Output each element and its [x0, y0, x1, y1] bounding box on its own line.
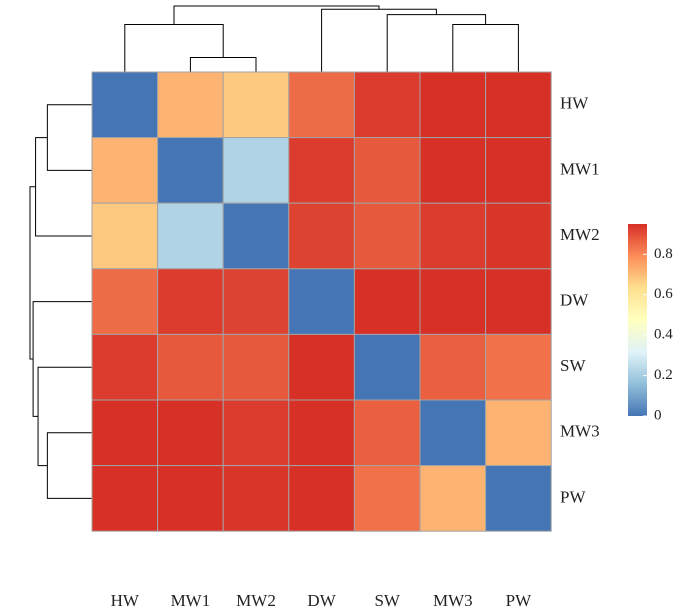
row-dendrogram — [29, 104, 92, 499]
heatmap-cell-SW-PW — [485, 333, 552, 401]
row-label-PW: PW — [560, 487, 586, 506]
column-dendrogram-branch-1 — [124, 23, 224, 72]
heatmap-cell-HW-PW — [485, 71, 552, 139]
heatmap-cell-MW3-MW2 — [222, 399, 290, 467]
row-dendrogram-branch-2 — [46, 432, 92, 499]
heatmap-cell-DW-DW — [288, 268, 355, 335]
column-dendrogram-branch-5 — [173, 5, 380, 25]
colorbar-ticks: 0 0.2 0.4 0.6 0.8 — [643, 246, 673, 423]
column-label-MW2: MW2 — [236, 591, 276, 610]
row-dendrogram-branch-4 — [32, 301, 92, 417]
row-label-MW3: MW3 — [560, 422, 600, 441]
heatmap-cell-PW-MW1 — [157, 465, 224, 532]
row-label-MW2: MW2 — [560, 225, 600, 244]
column-label-HW: HW — [111, 591, 140, 610]
row-dendrogram-branch-0 — [46, 104, 92, 171]
colorbar-tick-label: 0.2 — [654, 367, 673, 383]
column-labels: HW MW1 MW2 DW SW MW3 PW — [111, 591, 532, 610]
row-dendrogram-branch-1 — [35, 137, 92, 237]
colorbar-gradient — [628, 224, 647, 416]
column-dendrogram-branch-4 — [321, 8, 437, 72]
heatmap-cell-MW1-MW2 — [222, 137, 290, 204]
column-dendrogram — [124, 5, 519, 72]
heatmap-cell-SW-DW — [288, 333, 355, 401]
row-dendrogram-branch-5 — [29, 186, 36, 360]
row-label-MW1: MW1 — [560, 159, 600, 178]
colorbar-tick-label: 0.6 — [654, 286, 673, 302]
heatmap-cell-PW-PW — [485, 465, 552, 532]
heatmap-cell-SW-MW2 — [222, 333, 290, 401]
column-label-MW3: MW3 — [433, 591, 473, 610]
heatmap-cell-DW-PW — [485, 268, 552, 335]
column-dendrogram-branch-2 — [452, 23, 519, 72]
heatmap-cell-MW2-DW — [288, 202, 355, 270]
heatmap-cell-MW3-MW3 — [419, 399, 487, 467]
heatmap-cell-MW3-SW — [353, 399, 421, 467]
heatmap-cell-MW1-MW1 — [157, 137, 224, 204]
heatmap-cell-PW-HW — [91, 465, 159, 532]
heatmap-cell-HW-SW — [353, 71, 421, 139]
heatmap-cell-MW3-DW — [288, 399, 355, 467]
colorbar-tick-label: 0 — [654, 407, 662, 423]
heatmap-cell-MW2-MW2 — [222, 202, 290, 270]
row-label-SW: SW — [560, 356, 586, 375]
heatmap-cell-HW-HW — [91, 71, 159, 139]
row-labels: HW MW1 MW2 DW SW MW3 PW — [560, 94, 600, 507]
heatmap-cell-DW-MW1 — [157, 268, 224, 335]
heatmap-cell-MW2-PW — [485, 202, 552, 270]
heatmap-cell-MW1-MW3 — [419, 137, 487, 204]
column-dendrogram-branch-3 — [386, 14, 487, 72]
heatmap-cell-SW-MW1 — [157, 333, 224, 401]
column-dendrogram-branch-0 — [189, 56, 257, 72]
heatmap-cell-PW-DW — [288, 465, 355, 532]
column-label-MW1: MW1 — [171, 591, 211, 610]
heatmap-cell-PW-SW — [353, 465, 421, 532]
heatmap-cell-MW2-HW — [91, 202, 159, 270]
heatmap-cell-DW-MW2 — [222, 268, 290, 335]
colorbar-tick-label: 0.4 — [654, 327, 673, 343]
heatmap-cell-MW3-PW — [485, 399, 552, 467]
heatmap-cell-HW-MW1 — [157, 71, 224, 139]
heatmap-cell-SW-SW — [353, 333, 421, 401]
heatmap-cell-DW-HW — [91, 268, 159, 335]
heatmap-cell-HW-MW3 — [419, 71, 487, 139]
row-dendrogram-branch-3 — [37, 366, 92, 467]
heatmap-cell-MW3-HW — [91, 399, 159, 467]
column-label-PW: PW — [506, 591, 532, 610]
heatmap-cell-MW2-SW — [353, 202, 421, 270]
heatmap-cell-MW1-SW — [353, 137, 421, 204]
heatmap-cell-DW-MW3 — [419, 268, 487, 335]
heatmap-cell-PW-MW2 — [222, 465, 290, 532]
heatmap-cell-DW-SW — [353, 268, 421, 335]
heatmap-cell-MW2-MW1 — [157, 202, 224, 270]
heatmap-cell-MW1-DW — [288, 137, 355, 204]
heatmap-cell-SW-MW3 — [419, 333, 487, 401]
colorbar-tick-label: 0.8 — [654, 246, 673, 262]
row-label-HW: HW — [560, 94, 589, 113]
row-label-DW: DW — [560, 291, 589, 310]
heatmap-cell-MW3-MW1 — [157, 399, 224, 467]
heatmap-cell-MW1-PW — [485, 137, 552, 204]
heatmap-cells — [91, 71, 552, 532]
column-label-SW: SW — [374, 591, 400, 610]
column-label-DW: DW — [307, 591, 336, 610]
heatmap-cell-HW-DW — [288, 71, 355, 139]
heatmap-cell-MW2-MW3 — [419, 202, 487, 270]
heatmap-cell-HW-MW2 — [222, 71, 290, 139]
heatmap-cell-MW1-HW — [91, 137, 159, 204]
colorbar — [628, 224, 647, 416]
heatmap-cell-SW-HW — [91, 333, 159, 401]
heatmap-cell-PW-MW3 — [419, 465, 487, 532]
